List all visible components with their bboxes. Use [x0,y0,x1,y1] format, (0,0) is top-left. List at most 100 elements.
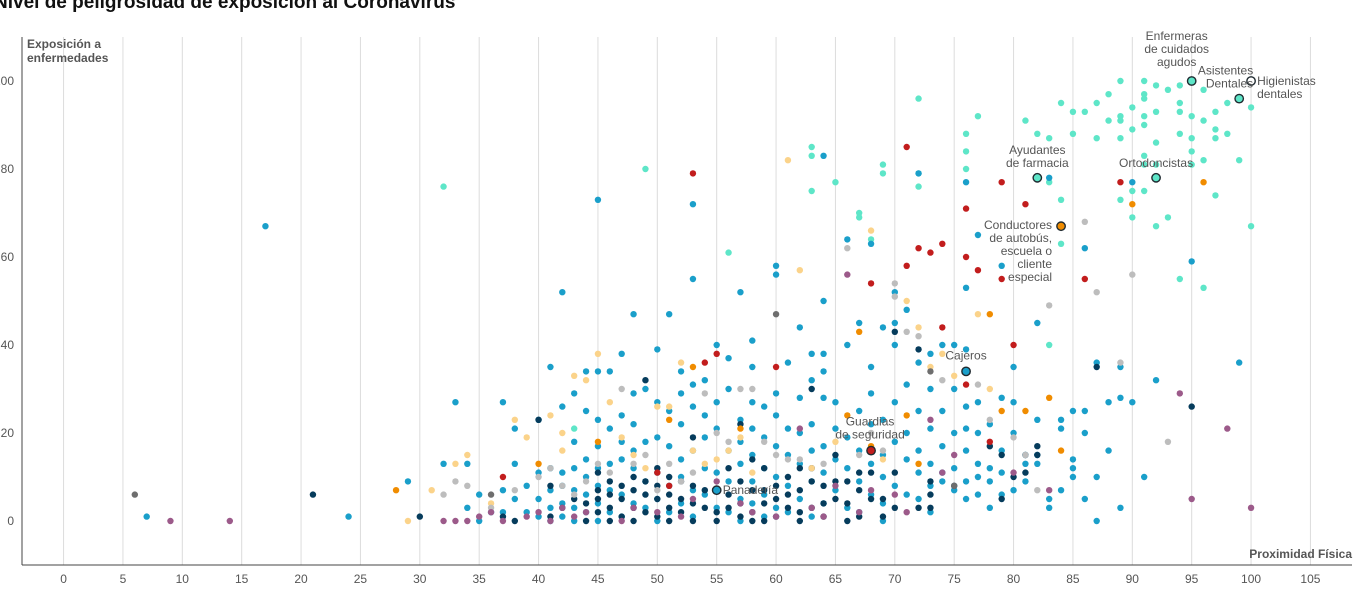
data-point [1093,135,1100,142]
data-point [582,368,590,375]
data-point [998,262,1005,269]
data-point [749,425,756,432]
data-point [713,399,720,406]
data-point [618,434,625,441]
data-point [808,465,815,472]
data-point [1022,469,1029,476]
data-point [1081,275,1089,283]
data-point [1045,394,1053,401]
data-point [499,487,507,494]
data-point [440,460,447,467]
data-point [1117,363,1124,371]
data-point [796,517,804,525]
data-point [487,504,495,511]
data-point [915,447,922,454]
data-point [891,280,899,287]
data-point [784,157,792,164]
data-point [404,478,412,485]
data-point [760,434,768,441]
data-point [737,478,744,485]
data-point [891,438,899,445]
data-point [927,491,934,498]
data-point [974,113,982,120]
data-point [1129,201,1136,208]
data-point [713,478,720,485]
data-point [760,491,768,498]
data-point [879,500,887,507]
data-point [1081,218,1089,225]
data-point [820,368,827,375]
highlighted-point [1234,93,1245,104]
data-point [1034,443,1041,450]
data-point [879,161,887,168]
x-tick-label: 55 [710,572,724,586]
annotation-line: Ayudantes [1009,143,1066,157]
data-point [1188,495,1195,503]
data-point [879,170,887,177]
data-point [1010,434,1017,441]
x-tick-label: 50 [651,572,665,586]
data-point [772,513,780,520]
data-point [654,482,661,489]
data-point [618,491,625,498]
data-point [1010,341,1017,349]
data-point [855,509,863,516]
data-point [867,460,875,467]
data-point [962,130,970,137]
data-point [689,381,697,388]
data-point [511,416,519,423]
data-point [523,513,530,520]
data-point [452,478,459,485]
data-point [725,447,732,454]
data-point [262,223,269,230]
data-point [772,504,780,511]
data-point [1057,425,1065,432]
data-point [606,504,614,511]
data-point [642,377,649,384]
data-point [760,438,768,445]
data-point [1129,104,1136,111]
data-point [143,513,150,520]
data-point [867,236,875,243]
annotation-label: Cajeros [945,348,986,362]
data-point [570,517,578,525]
data-point [464,504,471,511]
data-point [131,491,139,498]
data-point [1010,399,1017,406]
data-point [939,240,946,247]
data-point [606,478,614,485]
data-point [950,372,958,379]
data-point [594,350,602,357]
data-point [879,495,887,503]
data-point [998,495,1005,503]
data-point [594,517,602,525]
data-point [749,509,756,516]
data-point [891,289,899,296]
data-point [796,495,804,503]
data-point [392,487,400,494]
data-point [784,359,792,366]
data-point [855,513,863,520]
data-point [832,482,839,489]
data-point [1140,113,1148,120]
data-point [749,363,756,371]
data-point [879,447,887,454]
data-point [1164,214,1172,221]
data-point [582,509,590,516]
x-tick-label: 10 [176,572,190,586]
data-point [594,482,602,489]
data-point [1022,451,1029,459]
data-point [962,447,970,454]
data-point [915,407,922,415]
data-point [594,465,602,472]
data-point [772,482,780,489]
data-point [915,495,922,503]
data-point [772,390,780,397]
data-point [487,491,495,498]
data-point [570,491,578,498]
data-point [808,143,815,151]
data-point [725,465,732,472]
data-point [927,482,934,489]
data-point [1212,108,1219,116]
data-point [844,478,851,485]
